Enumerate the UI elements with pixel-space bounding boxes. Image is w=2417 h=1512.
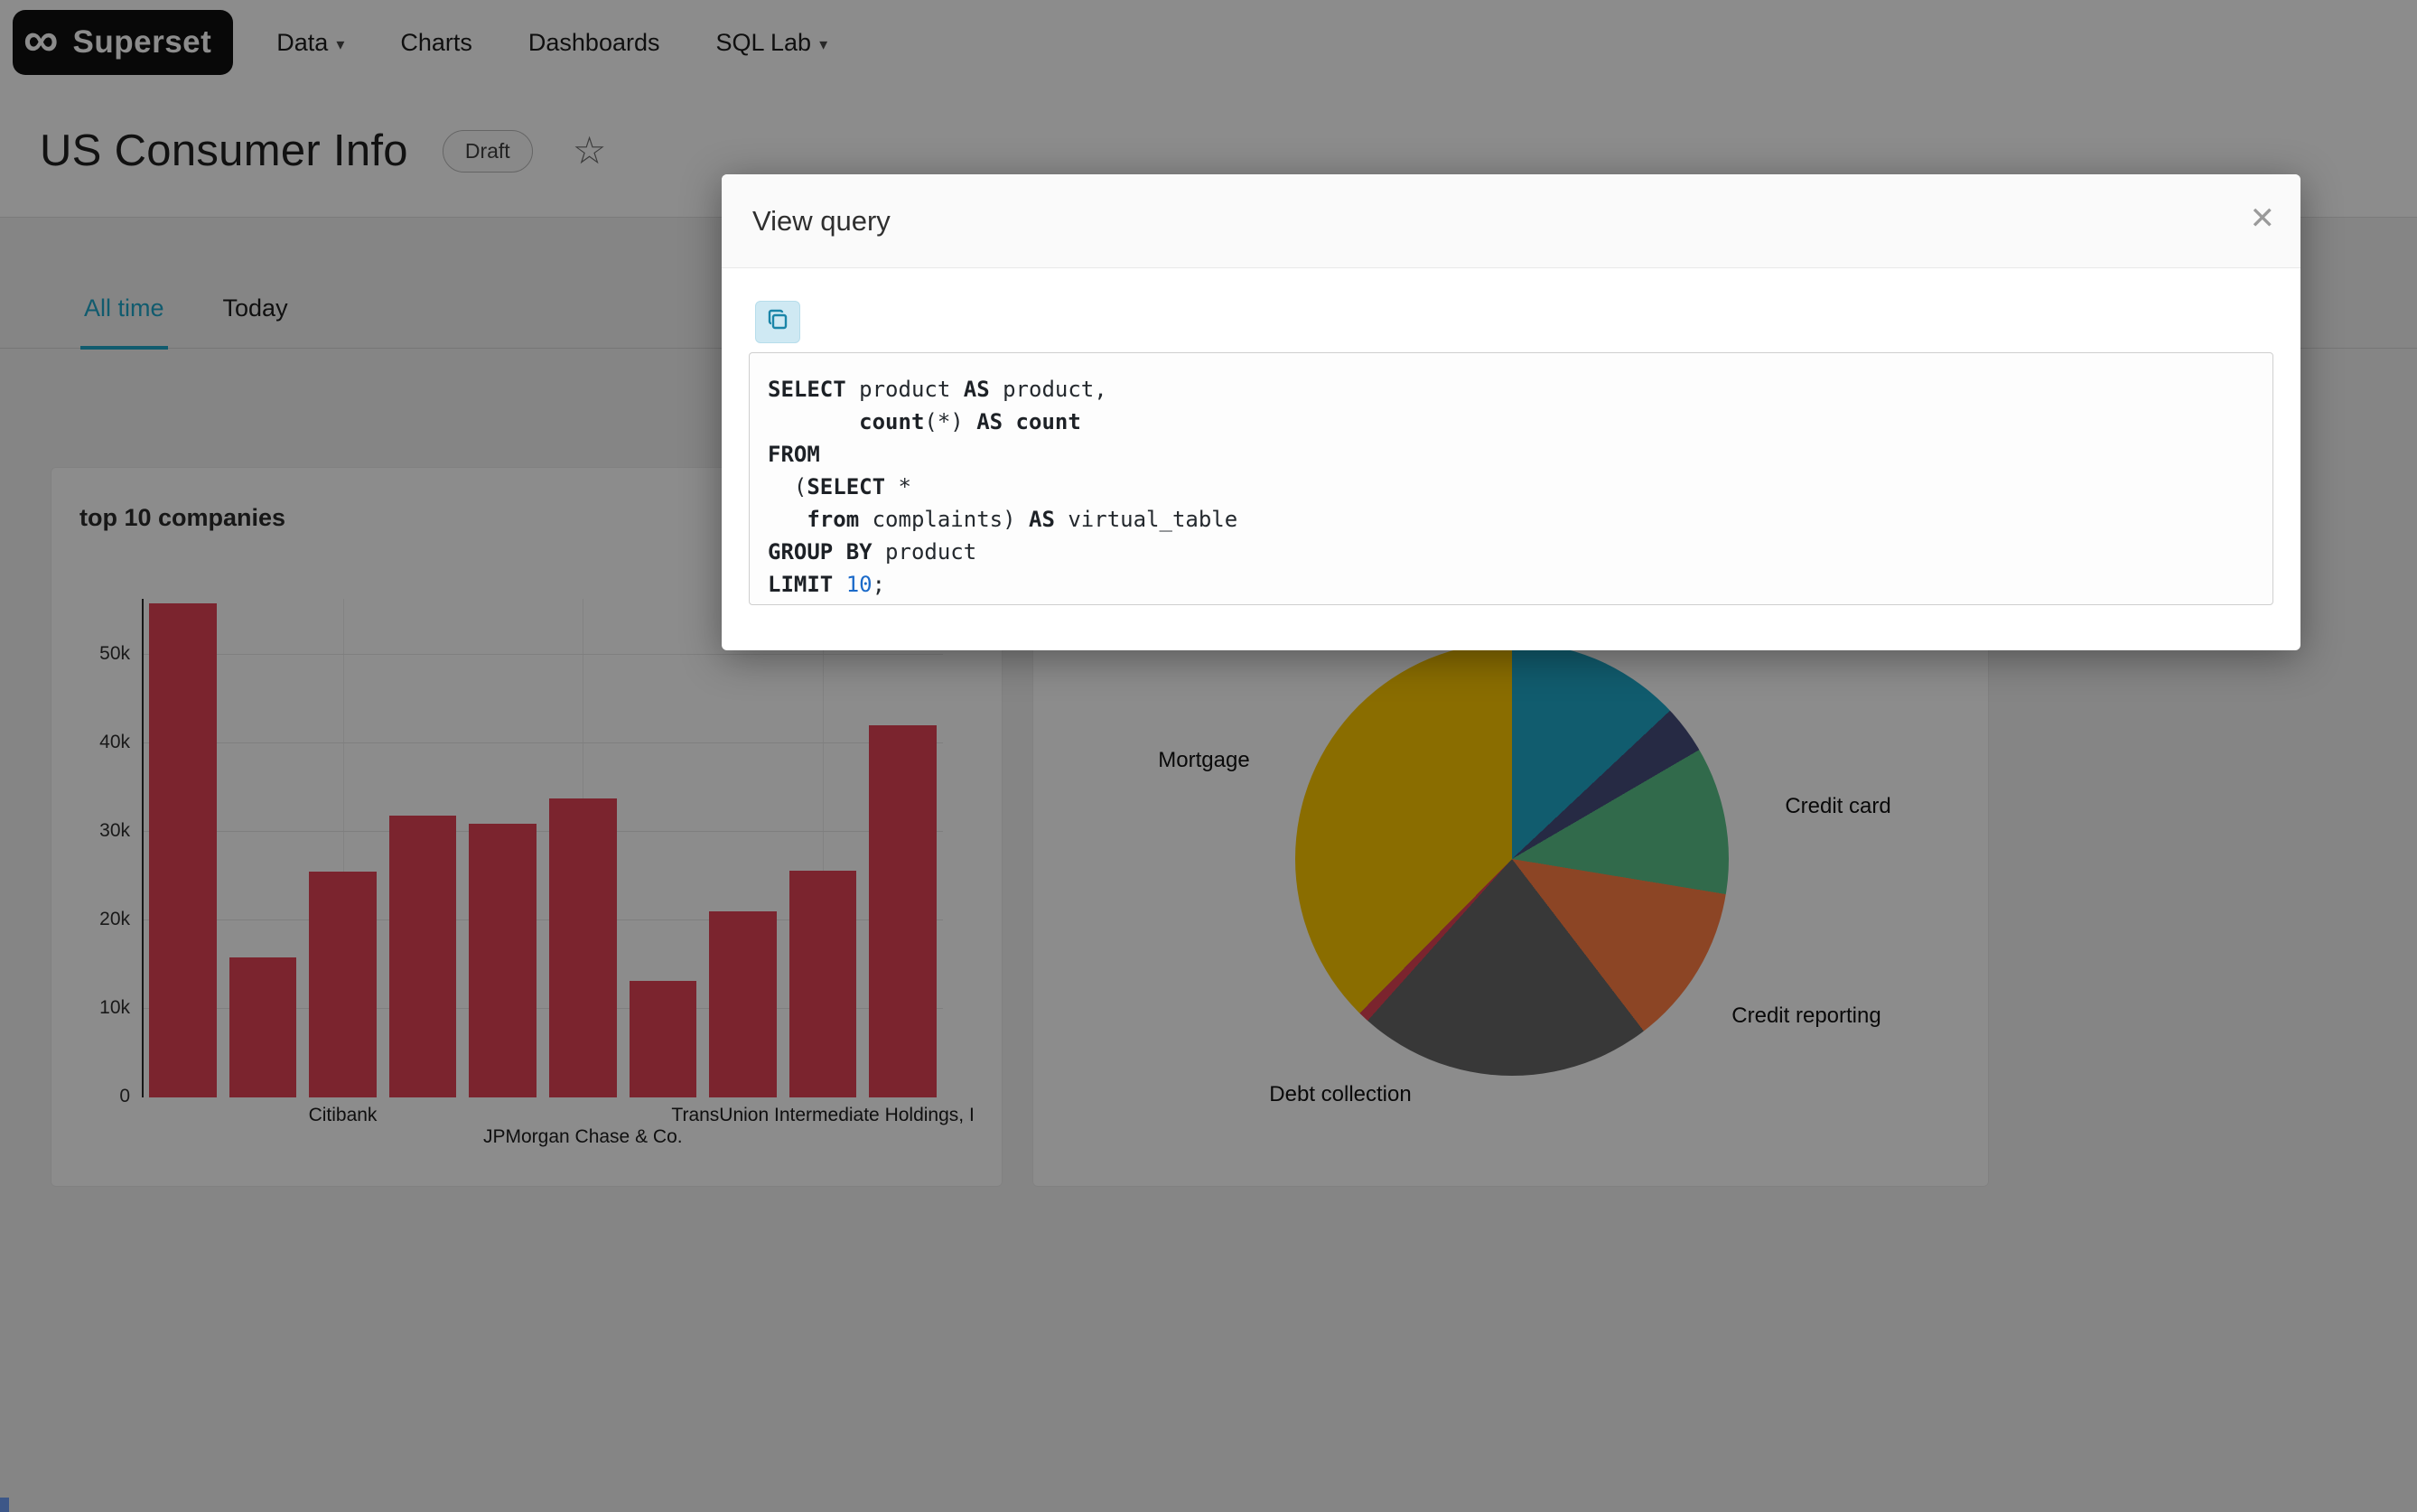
bar[interactable] [869, 725, 937, 1097]
y-axis-tick: 40k [99, 732, 130, 752]
chart-title: top 10 companies [79, 504, 286, 531]
bar[interactable] [229, 957, 297, 1097]
gridline-horizontal [143, 919, 943, 920]
gridline-vertical [823, 599, 825, 1097]
caret-down-icon: ▾ [819, 34, 828, 53]
caret-down-icon: ▾ [336, 34, 345, 53]
gridline-horizontal [143, 1008, 943, 1009]
gridline-vertical [342, 599, 344, 1097]
y-axis-tick: 30k [99, 820, 130, 841]
nav-menu: Data ▾ Charts Dashboards SQL Lab ▾ [276, 29, 827, 57]
x-axis-label: JPMorgan Chase & Co. [482, 1126, 683, 1147]
status-badge: Draft [442, 129, 533, 173]
modal-title: View query [752, 204, 891, 237]
nav-item-label: Charts [400, 28, 472, 56]
nav-item-dashboards[interactable]: Dashboards [528, 29, 660, 57]
x-axis-label: TransUnion Intermediate Holdings, I [671, 1105, 975, 1125]
pie-label-credit-reporting: Credit reporting [1731, 1003, 1881, 1028]
page-title: US Consumer Info [40, 126, 408, 175]
superset-logo[interactable]: ∞ Superset [13, 10, 234, 75]
sql-line: GROUP BY product [768, 539, 977, 565]
x-axis-label: Citibank [308, 1105, 378, 1125]
sql-line: from complaints) AS virtual_table [807, 507, 1238, 532]
nav-item-data[interactable]: Data ▾ [276, 29, 344, 57]
brand-text: Superset [72, 24, 212, 60]
close-icon[interactable]: ✕ [2249, 201, 2276, 236]
sql-line: count(*) AS count [859, 409, 1081, 434]
y-axis-tick: 50k [99, 643, 130, 664]
nav-item-label: Data [276, 28, 329, 56]
nav-item-sql-lab[interactable]: SQL Lab ▾ [716, 29, 828, 57]
bar[interactable] [789, 871, 857, 1097]
infinity-icon: ∞ [23, 13, 59, 67]
y-axis-tick: 0 [119, 1086, 130, 1106]
copy-button[interactable] [755, 301, 800, 343]
bar[interactable] [629, 980, 697, 1097]
bar[interactable] [388, 816, 457, 1097]
tab-today[interactable]: Today [222, 294, 288, 322]
pie-label-debt-collection: Debt collection [1269, 1082, 1412, 1106]
favorite-star-icon[interactable]: ☆ [572, 129, 607, 172]
modal-body: SELECT product AS product, count(*) AS c… [722, 268, 2300, 605]
gridline-horizontal [143, 831, 943, 832]
sql-line: LIMIT 10; [768, 572, 886, 597]
sql-code-block[interactable]: SELECT product AS product, count(*) AS c… [749, 352, 2273, 605]
modal-header: View query [722, 174, 2300, 268]
nav-item-label: SQL Lab [715, 28, 812, 56]
sql-line: FROM [768, 442, 820, 467]
bar[interactable] [469, 824, 537, 1097]
sql-line: SELECT product AS product, [768, 377, 1107, 402]
pie-label-credit-card: Credit card [1785, 794, 1891, 818]
gridline-horizontal [143, 742, 943, 743]
nav-item-label: Dashboards [527, 28, 660, 56]
navbar: ∞ Superset Data ▾ Charts Dashboards SQL … [0, 0, 2417, 85]
bar[interactable] [549, 798, 617, 1097]
pie-chart[interactable] [1295, 642, 1729, 1076]
bar-chart[interactable]: 0 10k 20k 30k 40k 50k Citibank JPMorgan Chase &… [99, 599, 975, 1147]
gridline-horizontal [143, 654, 943, 655]
sql-line: (SELECT * [768, 474, 911, 499]
copy-icon [766, 308, 789, 336]
bar[interactable] [309, 872, 377, 1097]
pie-label-mortgage: Mortgage [1158, 748, 1250, 772]
chart-card-top-10-companies: top 10 companies 0 10k 20k 30k 40k 50k Citiban… [51, 467, 1003, 1187]
view-query-modal: View query ✕ SELECT product AS product, … [722, 174, 2300, 650]
y-axis-tick: 10k [99, 997, 130, 1018]
y-axis-tick: 20k [99, 909, 130, 929]
bottom-left-artifact [0, 1498, 9, 1512]
y-axis-line [142, 599, 144, 1097]
tab-all-time[interactable]: All time [80, 294, 168, 350]
nav-item-charts[interactable]: Charts [400, 29, 472, 57]
bar[interactable] [149, 603, 217, 1097]
bar[interactable] [709, 911, 777, 1097]
